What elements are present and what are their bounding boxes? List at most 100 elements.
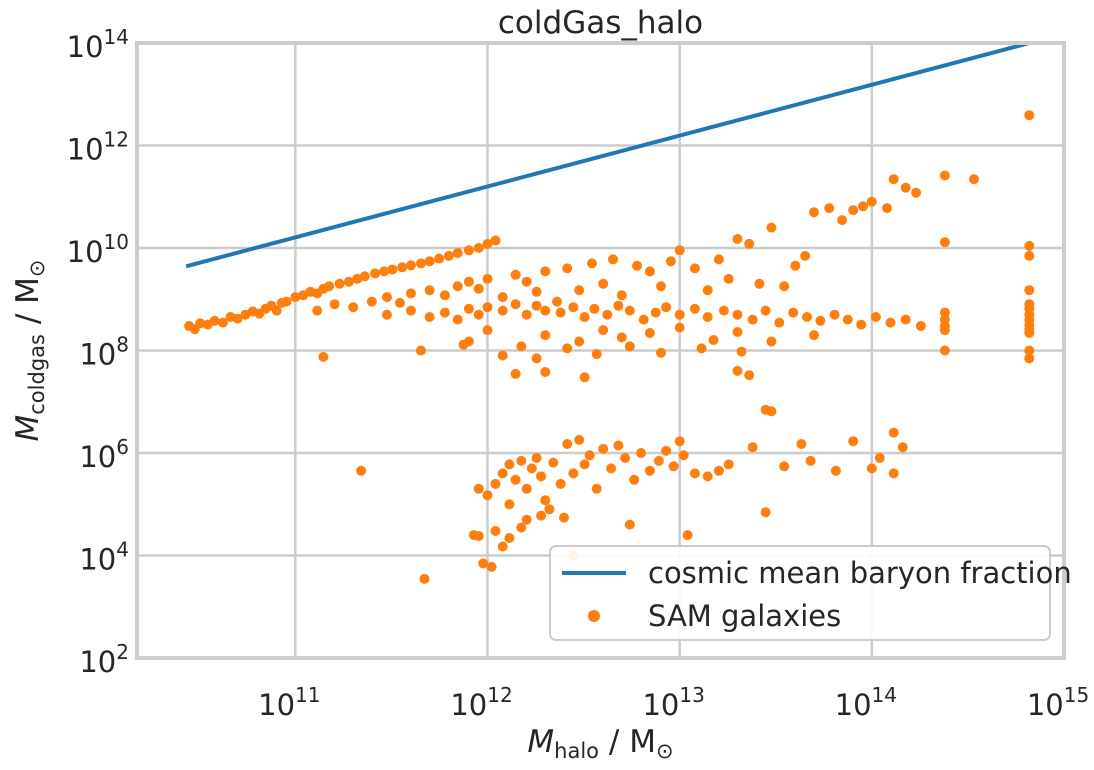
scatter-point xyxy=(382,292,392,303)
scatter-point xyxy=(324,281,335,292)
scatter-point xyxy=(696,343,707,354)
y-tick-label: 106 xyxy=(79,435,129,474)
scatter-point xyxy=(1024,299,1035,310)
scatter-point xyxy=(760,507,771,518)
scatter-point xyxy=(452,314,463,325)
scatter-point xyxy=(497,292,508,303)
scatter-point xyxy=(624,341,635,352)
plot-area xyxy=(184,41,1035,584)
scatter-point xyxy=(591,483,602,494)
scatter-point xyxy=(589,303,600,314)
scatter-point xyxy=(624,305,635,316)
scatter-point xyxy=(516,341,527,352)
scatter-point xyxy=(555,307,566,318)
y-tick-label: 102 xyxy=(79,640,129,679)
scatter-point xyxy=(497,541,508,552)
scatter-point xyxy=(766,406,777,417)
scatter-point xyxy=(723,459,734,470)
scatter-point xyxy=(195,318,206,329)
scatter-point xyxy=(473,309,484,320)
scatter-point xyxy=(702,285,713,296)
scatter-point xyxy=(562,263,573,274)
scatter-point xyxy=(406,260,416,271)
scatter-point xyxy=(370,268,381,279)
scatter-point xyxy=(379,266,390,277)
scatter-point xyxy=(548,457,559,468)
legend-box xyxy=(549,545,1051,641)
scatter-point xyxy=(562,439,573,449)
scatter-point xyxy=(744,370,755,381)
scatter-point xyxy=(504,499,515,510)
scatter-point xyxy=(348,302,359,313)
scatter-point xyxy=(531,353,542,364)
scatter-point xyxy=(504,533,515,543)
scatter-point xyxy=(552,296,562,307)
scatter-point xyxy=(382,309,392,320)
scatter-point xyxy=(473,283,484,294)
scatter-point xyxy=(406,288,416,299)
scatter-point xyxy=(665,256,676,267)
scatter-point xyxy=(555,478,566,489)
scatter-point xyxy=(497,350,508,361)
scatter-point xyxy=(540,305,551,316)
scatter-point xyxy=(888,174,899,185)
scatter-point xyxy=(598,278,609,289)
scatter-point xyxy=(486,561,497,572)
scatter-point xyxy=(458,339,469,350)
scatter-point xyxy=(452,281,463,292)
scatter-point xyxy=(732,234,743,244)
y-tick-label: 1012 xyxy=(67,128,129,167)
scatter-point xyxy=(568,302,579,313)
scatter-point xyxy=(516,522,527,533)
scatter-point xyxy=(702,312,713,322)
scatter-point xyxy=(900,182,911,193)
scatter-point xyxy=(424,256,435,267)
scatter-point xyxy=(939,237,950,248)
scatter-point xyxy=(439,290,450,301)
scatter-point xyxy=(510,368,521,379)
scatter-point xyxy=(815,315,826,326)
scatter-point xyxy=(1024,345,1035,356)
scatter-point xyxy=(443,250,454,261)
scatter-point xyxy=(587,258,597,269)
scatter-point xyxy=(632,260,642,271)
scatter-point xyxy=(598,325,609,336)
scatter-point xyxy=(439,307,450,318)
scatter-point xyxy=(356,465,367,476)
scatter-point xyxy=(754,278,765,289)
scatter-point xyxy=(329,299,340,310)
scatter-point xyxy=(343,276,354,287)
scatter-point xyxy=(747,314,758,325)
scatter-point xyxy=(866,463,877,474)
scatter-point xyxy=(232,313,243,324)
scatter-point xyxy=(574,434,585,445)
scatter-point xyxy=(281,296,292,307)
scatter-point xyxy=(732,327,743,337)
y-tick-label: 108 xyxy=(79,333,129,372)
legend: cosmic mean baryon fraction SAM galaxies xyxy=(549,545,1072,641)
scatter-point xyxy=(516,455,527,466)
scatter-point xyxy=(536,510,547,521)
axis-ticks: 1011 1012 1013 1014 1015 102 104 106 108 1010 1012… xyxy=(67,25,1090,722)
x-tick-label: 1014 xyxy=(835,683,897,722)
scatter-point xyxy=(482,325,493,336)
scatter-point xyxy=(788,307,799,318)
scatter-point xyxy=(540,330,551,341)
scatter-point xyxy=(415,258,426,269)
y-axis-label: Mcoldgas / M⊙ xyxy=(10,260,49,442)
scatter-point xyxy=(802,312,812,322)
scatter-point xyxy=(790,260,801,271)
scatter-point xyxy=(747,442,758,453)
scatter-point xyxy=(796,439,807,449)
scatter-point xyxy=(668,461,679,472)
y-tick-label: 1014 xyxy=(67,25,129,64)
scatter-point xyxy=(629,474,640,485)
scatter-point xyxy=(387,264,398,275)
scatter-point xyxy=(661,445,672,456)
scatter-point xyxy=(397,262,408,273)
scatter-point xyxy=(1024,285,1035,296)
chart-title: coldGas_halo xyxy=(498,5,703,41)
scatter-point xyxy=(574,285,585,296)
scatter-point xyxy=(656,281,666,292)
